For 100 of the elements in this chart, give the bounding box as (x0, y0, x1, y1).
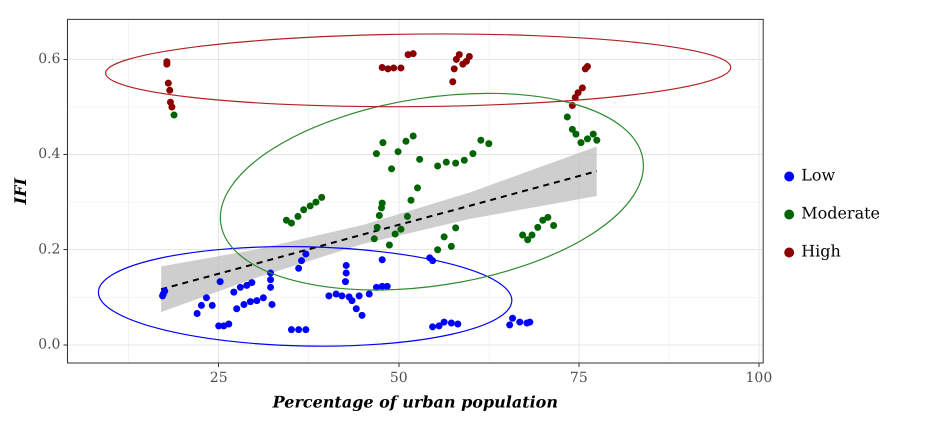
point (268, 300, 276, 308)
point (358, 312, 366, 319)
point (370, 235, 378, 242)
point (386, 241, 393, 248)
point (230, 288, 238, 296)
point (295, 264, 302, 272)
point (528, 231, 536, 238)
legend-label: Low (801, 166, 836, 185)
point (434, 162, 442, 170)
point (506, 321, 514, 328)
point (410, 132, 417, 140)
point (408, 196, 415, 204)
point (584, 135, 591, 142)
point (194, 310, 201, 318)
point (298, 257, 306, 264)
x-tick-label: 50 (390, 370, 408, 386)
y-tick-label: 0.4 (38, 146, 61, 162)
point (342, 262, 350, 269)
point (348, 297, 356, 304)
point (208, 302, 216, 309)
point (166, 86, 174, 94)
point (392, 230, 399, 238)
point (448, 242, 455, 250)
point (456, 51, 463, 58)
point (378, 200, 386, 207)
point (402, 138, 410, 145)
point (248, 279, 256, 286)
point (312, 198, 320, 206)
point (564, 113, 571, 120)
point (388, 165, 396, 172)
point (233, 305, 240, 312)
point (404, 212, 411, 220)
point (394, 148, 402, 156)
point (202, 294, 210, 302)
point (410, 50, 417, 58)
point (240, 300, 248, 308)
point (225, 320, 232, 328)
point (246, 298, 254, 306)
point (302, 326, 310, 334)
point (170, 112, 178, 119)
x-tick-label: 100 (746, 370, 772, 386)
point (356, 292, 363, 300)
point (384, 282, 391, 290)
point (384, 65, 392, 72)
point (577, 139, 584, 146)
point (416, 156, 424, 163)
point (397, 226, 404, 233)
point (216, 278, 224, 286)
point (332, 290, 340, 298)
point (342, 270, 350, 277)
point (267, 276, 274, 284)
point (452, 160, 460, 167)
x-tick-label: 25 (210, 370, 228, 386)
point (379, 139, 386, 146)
point (454, 320, 462, 328)
point (288, 220, 295, 227)
point (485, 140, 492, 148)
y-tick-label: 0.6 (38, 51, 61, 68)
point (544, 214, 552, 221)
point (295, 326, 302, 334)
point (436, 322, 443, 330)
point (434, 246, 442, 254)
point (578, 84, 586, 92)
point (414, 184, 421, 192)
point (450, 65, 458, 72)
point (509, 314, 516, 322)
point (460, 156, 468, 164)
point (294, 212, 302, 220)
point (376, 212, 383, 219)
x-axis-title: Percentage of urban population (272, 392, 558, 412)
legend-label: Moderate (801, 204, 880, 223)
point (282, 216, 290, 224)
point (372, 150, 380, 158)
point (524, 236, 532, 244)
point (300, 206, 308, 214)
point (449, 78, 456, 86)
point (452, 224, 460, 232)
point (568, 126, 576, 133)
point (374, 224, 381, 231)
point (342, 278, 349, 286)
point (366, 290, 373, 298)
point (352, 305, 360, 312)
point (168, 103, 176, 110)
point (236, 284, 244, 291)
point (306, 202, 314, 210)
point (590, 130, 597, 138)
point (477, 136, 484, 144)
point (519, 231, 526, 238)
point (429, 323, 436, 330)
point (164, 80, 172, 87)
point (572, 130, 580, 138)
legend-label: High (801, 242, 841, 261)
point (338, 292, 346, 300)
point (397, 64, 404, 72)
point (260, 294, 267, 302)
point (526, 318, 534, 326)
point (466, 53, 473, 60)
y-tick-label: 0.0 (38, 336, 60, 353)
point (198, 302, 205, 309)
point (593, 136, 600, 144)
